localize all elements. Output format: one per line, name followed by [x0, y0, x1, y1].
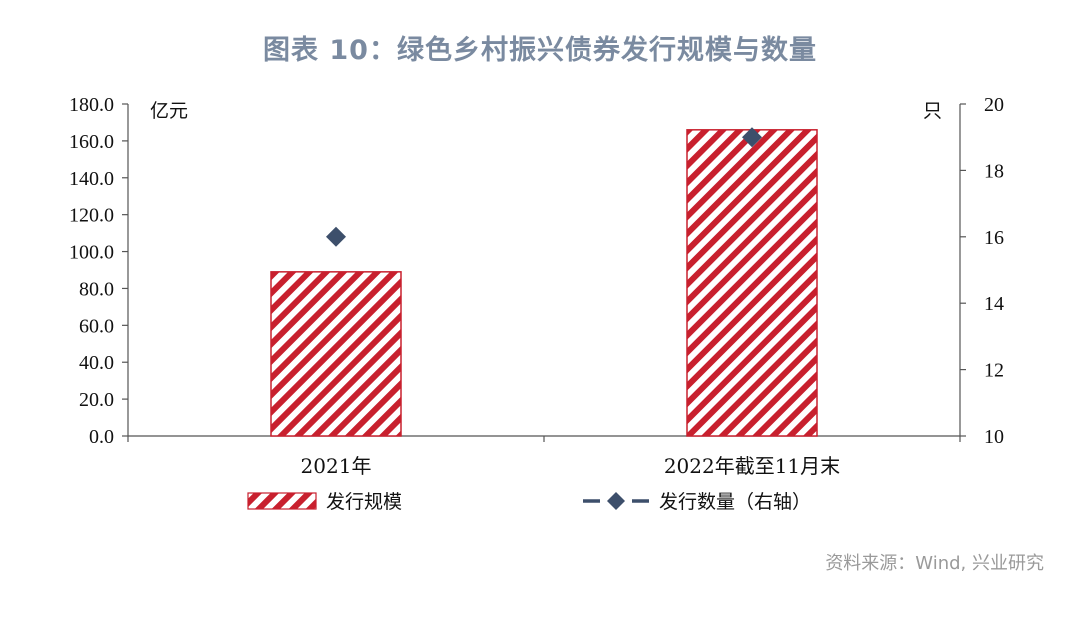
legend-count-label: 发行数量（右轴） — [659, 491, 811, 513]
x-category-label: 2022年截至11月末 — [664, 454, 840, 478]
legend-group: 发行规模 发行数量（右轴） — [247, 491, 811, 513]
left-tick-label: 120.0 — [69, 205, 114, 227]
bar-1 — [270, 271, 402, 437]
right-tick-label: 10 — [984, 426, 1004, 448]
right-tick-label: 16 — [984, 227, 1004, 249]
left-tick-label: 180.0 — [69, 94, 114, 116]
bar-2 — [686, 129, 818, 437]
count-marker-1 — [326, 226, 346, 247]
axes-group: 0.0 20.0 40.0 60.0 80.0 100.0 120.0 140.0 160.0 1… — [69, 94, 1004, 478]
left-axis-unit: 亿元 — [150, 100, 188, 122]
right-tick-label: 18 — [984, 160, 1004, 182]
chart-title: 图表 10：绿色乡村振兴债券发行规模与数量 — [263, 35, 817, 66]
source-note: 资料来源：Wind, 兴业研究 — [825, 553, 1044, 574]
legend-diamond-marker — [607, 492, 625, 510]
bars-group — [270, 129, 818, 437]
count-marker-2 — [742, 127, 762, 148]
right-tick-label: 14 — [984, 293, 1004, 315]
left-tick-label: 0.0 — [89, 426, 114, 448]
left-tick-label: 60.0 — [79, 315, 114, 337]
left-tick-label: 100.0 — [69, 242, 114, 264]
left-tick-label: 80.0 — [79, 278, 114, 300]
left-tick-label: 160.0 — [69, 131, 114, 153]
legend-bar-swatch — [247, 492, 317, 510]
left-tick-label: 140.0 — [69, 168, 114, 190]
right-tick-label: 20 — [984, 94, 1004, 116]
right-tick-label: 12 — [984, 360, 1004, 382]
legend-bar-label: 发行规模 — [326, 491, 402, 513]
right-axis-unit: 只 — [923, 100, 942, 122]
markers-group — [326, 127, 762, 247]
x-category-label: 2021年 — [301, 454, 372, 478]
left-tick-label: 20.0 — [79, 389, 114, 411]
left-tick-label: 40.0 — [79, 352, 114, 374]
